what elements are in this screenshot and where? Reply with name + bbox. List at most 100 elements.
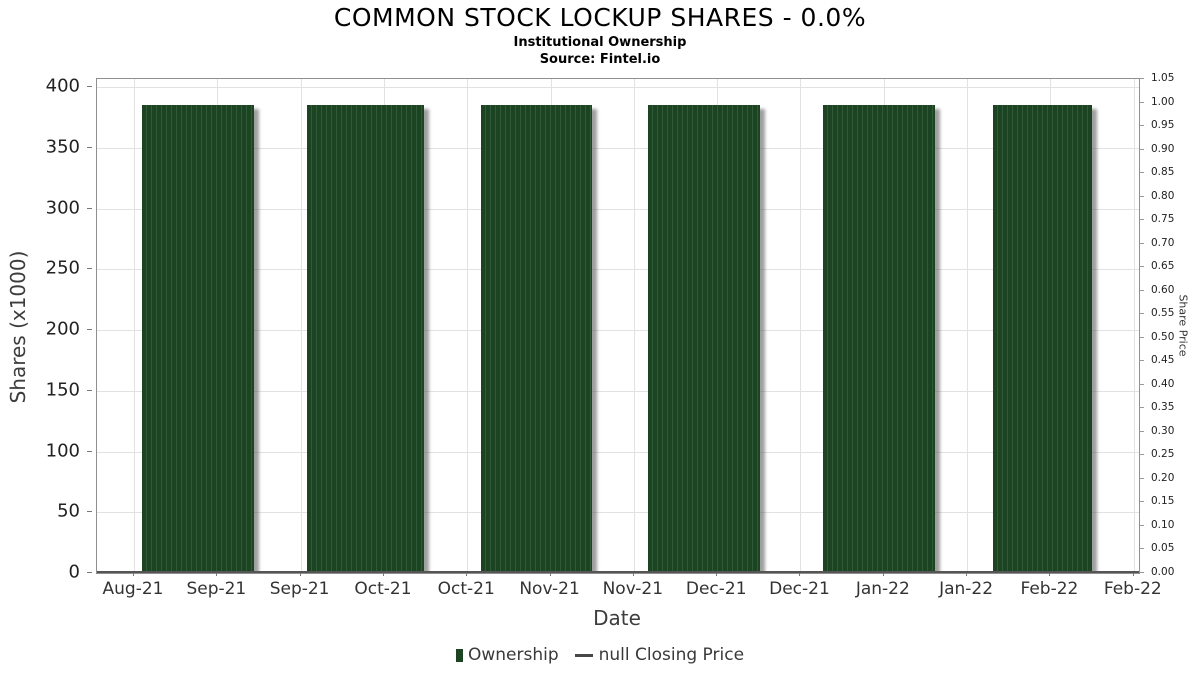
y-tick-mark — [87, 389, 92, 391]
ownership-swatch-icon — [455, 648, 463, 662]
x-tick-label: Nov-21 — [602, 579, 664, 599]
grid-line-h — [97, 390, 1139, 392]
grid-line-h — [97, 87, 1139, 89]
price-tick-label: 0.60 — [1151, 283, 1175, 296]
price-tick-mark — [1139, 454, 1144, 456]
legend-item-closing-price[interactable]: null Closing Price — [559, 645, 744, 665]
price-tick-label: 0.50 — [1151, 330, 1175, 343]
price-line-marker-icon — [574, 653, 593, 657]
bar-ownership[interactable] — [648, 105, 760, 573]
y-tick-label: 100 — [45, 440, 80, 461]
legend-item-ownership[interactable]: Ownership — [455, 645, 559, 665]
x-tick-label: Feb-22 — [1020, 579, 1079, 599]
price-tick-mark — [1139, 266, 1144, 268]
chart-title: COMMON STOCK LOCKUP SHARES - 0.0% — [333, 3, 867, 32]
price-tick-label: 0.90 — [1151, 142, 1175, 155]
x-tick-mark — [466, 572, 468, 576]
legend-ownership-label: Ownership — [467, 645, 559, 665]
price-tick-label: 0.85 — [1151, 166, 1175, 179]
grid-line-v — [133, 79, 135, 573]
price-tick-label: 0.45 — [1151, 354, 1175, 367]
price-tick-label: 0.30 — [1151, 424, 1175, 437]
price-tick-mark — [1139, 78, 1144, 79]
grid-line-v — [633, 79, 635, 573]
y-tick-label: 250 — [45, 257, 80, 279]
y-tick-mark — [87, 450, 92, 452]
bar-ownership[interactable] — [480, 105, 592, 573]
bar-ownership[interactable] — [993, 105, 1092, 573]
grid-line-h — [97, 512, 1139, 514]
price-tick-mark — [1139, 195, 1144, 197]
x-tick-mark — [132, 572, 134, 576]
grid-line-h — [97, 147, 1139, 149]
price-tick-mark — [1139, 289, 1144, 291]
grid-line-v — [1133, 79, 1135, 573]
price-tick-mark — [1139, 148, 1144, 150]
y-tick-label: 50 — [57, 500, 80, 522]
x-tick-mark — [299, 572, 301, 576]
legend-price-label: null Closing Price — [598, 645, 745, 665]
legend: Ownership null Closing Price — [0, 645, 1200, 665]
price-tick-mark — [1139, 313, 1144, 315]
price-tick-mark — [1139, 336, 1144, 338]
y-tick-mark — [87, 329, 92, 330]
price-tick-label: 0.20 — [1151, 471, 1175, 484]
x-axis-spine — [97, 571, 1139, 573]
x-tick-label: Sep-21 — [186, 579, 247, 599]
y-tick-label: 0 — [68, 561, 80, 583]
price-tick-label: 0.70 — [1151, 236, 1175, 249]
grid-line-h — [97, 451, 1139, 453]
price-tick-label: 1.05 — [1151, 72, 1175, 84]
bar-ownership[interactable] — [142, 105, 254, 573]
right-axis-ticks: 0.00 0.05 0.10 0.15 0.20 0.25 0.30 0.35 0.40 0.45… — [1139, 72, 1200, 578]
x-tick-label: Dec-21 — [685, 579, 747, 599]
grid-line-h — [97, 330, 1139, 331]
y-tick-label: 300 — [45, 197, 80, 218]
x-axis-title: Date — [593, 606, 641, 630]
x-tick-mark — [799, 572, 801, 576]
price-tick-label: 0.00 — [1151, 566, 1175, 578]
price-tick-label: 0.40 — [1151, 377, 1175, 390]
price-tick-mark — [1139, 101, 1144, 103]
x-axis-ticks: Aug-21 Sep-21 Sep-21 Oct-21 Oct-21 Nov-21 Nov-… — [96, 572, 1162, 606]
bar-ownership[interactable] — [822, 105, 935, 573]
price-tick-mark — [1139, 242, 1144, 244]
x-tick-label: Feb-22 — [1103, 579, 1162, 599]
x-tick-mark — [632, 572, 634, 576]
plot-area — [96, 78, 1140, 574]
price-tick-mark — [1139, 548, 1144, 550]
bar-ownership[interactable] — [306, 105, 424, 573]
x-tick-label: Oct-21 — [354, 579, 412, 599]
chart-source: Source: Fintel.io — [539, 52, 661, 67]
y-tick-mark — [87, 268, 92, 270]
y-tick-label: 200 — [45, 318, 80, 340]
price-tick-mark — [1139, 125, 1144, 127]
price-tick-mark — [1139, 430, 1144, 432]
price-tick-label: 0.10 — [1151, 518, 1175, 531]
grid-line-v — [300, 79, 302, 573]
x-tick-mark — [882, 572, 884, 576]
x-tick-label: Nov-21 — [519, 579, 580, 599]
x-tick-label: Dec-21 — [769, 579, 830, 599]
grid-line-v — [967, 79, 969, 573]
x-tick-label: Jan-22 — [939, 579, 994, 599]
x-tick-mark — [1132, 572, 1134, 576]
price-tick-mark — [1139, 360, 1144, 362]
y-tick-mark — [87, 146, 92, 148]
y-tick-mark — [87, 86, 92, 88]
chart-subtitle: Institutional Ownership — [513, 35, 687, 50]
price-tick-label: 0.15 — [1151, 495, 1175, 508]
x-tick-mark — [966, 572, 968, 576]
price-tick-label: 0.05 — [1151, 542, 1175, 555]
x-tick-mark — [216, 572, 218, 576]
y-tick-mark — [87, 207, 92, 209]
price-tick-label: 0.80 — [1151, 189, 1175, 202]
price-tick-label: 0.35 — [1151, 401, 1175, 414]
x-tick-mark — [716, 572, 718, 576]
grid-line-h — [97, 269, 1139, 271]
x-tick-label: Jan-22 — [855, 579, 910, 599]
price-tick-label: 0.75 — [1151, 213, 1175, 226]
price-tick-mark — [1139, 383, 1144, 385]
x-tick-label: Oct-21 — [437, 579, 495, 599]
